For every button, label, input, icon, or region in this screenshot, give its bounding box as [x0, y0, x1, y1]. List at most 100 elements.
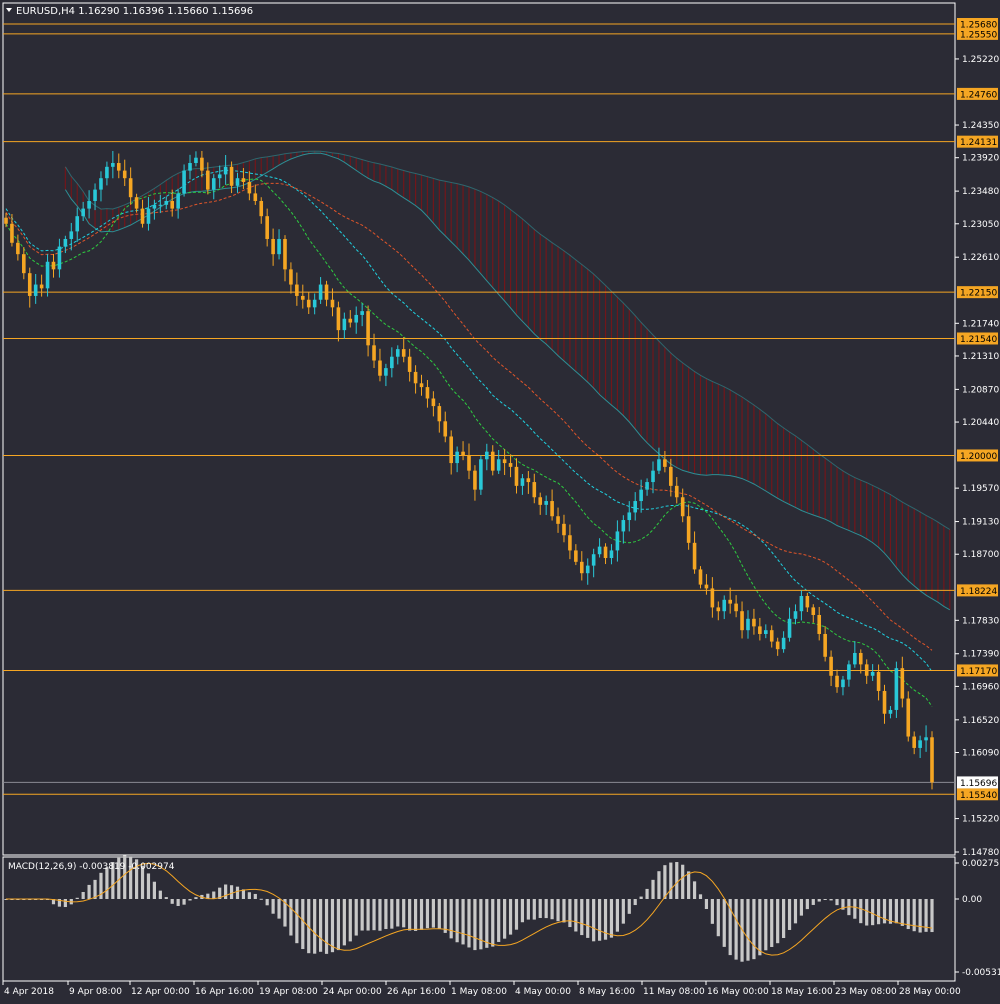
- main-plot-frame: [2, 2, 956, 856]
- macd-bar: [413, 899, 418, 931]
- macd-bar: [918, 899, 922, 933]
- macd-bar: [799, 899, 804, 916]
- macd-bar: [621, 899, 625, 924]
- candle-body: [485, 451, 489, 460]
- macd-bar: [431, 899, 435, 928]
- candle-body: [354, 314, 359, 323]
- candle-body: [526, 478, 531, 483]
- macd-bar: [787, 899, 792, 930]
- macd-bar: [182, 899, 186, 905]
- candle-body: [16, 242, 20, 255]
- macd-bar: [503, 899, 507, 939]
- price-tick-label: 1.23920: [962, 154, 999, 164]
- candle-body: [568, 535, 572, 551]
- candle-body: [134, 197, 139, 209]
- macd-bar: [633, 899, 637, 906]
- macd-tick-label: 0.002751: [962, 859, 1000, 869]
- macd-bar: [586, 899, 590, 938]
- candle-body: [781, 637, 786, 650]
- candle-body: [704, 584, 709, 589]
- candle-body: [265, 216, 269, 239]
- macd-bar: [562, 899, 566, 923]
- candle-body: [657, 459, 661, 471]
- price-tick-label: 1.22610: [962, 253, 999, 263]
- macd-bar: [793, 899, 798, 924]
- candle-body: [639, 489, 643, 502]
- candle-body: [105, 166, 109, 179]
- candle-body: [621, 520, 626, 532]
- candle-body: [645, 482, 649, 490]
- macd-bar: [924, 899, 928, 932]
- time-tick-label: 4 May 00:00: [515, 987, 571, 997]
- candle-body: [306, 299, 311, 308]
- candle-body: [461, 451, 465, 456]
- time-tick-label: 9 Apr 08:00: [69, 987, 122, 997]
- macd-bar: [888, 899, 893, 924]
- price-tick-label: 1.25220: [962, 55, 999, 65]
- price-tick-label: 1.19570: [962, 484, 999, 494]
- time-tick-label: 1 May 08:00: [451, 987, 507, 997]
- senkou-span-a: [64, 152, 951, 611]
- price-tick-label: 1.20440: [962, 418, 999, 428]
- candle-body: [556, 516, 560, 524]
- candle-body: [116, 163, 121, 171]
- candle-body: [413, 371, 418, 384]
- macd-bar: [900, 899, 904, 926]
- candle-body: [763, 630, 768, 634]
- macd-bar: [538, 899, 542, 918]
- macd-bar: [289, 899, 293, 936]
- level-label: 1.18224: [960, 587, 997, 597]
- candle-body: [211, 178, 216, 190]
- candle-body: [663, 459, 667, 467]
- candle-body: [538, 497, 543, 505]
- candle-body: [651, 470, 655, 483]
- candle-body: [63, 238, 68, 247]
- candle-body: [122, 170, 127, 179]
- macd-bar: [776, 899, 780, 944]
- candle-body: [817, 614, 822, 634]
- candle-body: [841, 679, 845, 688]
- candle-body: [924, 737, 928, 741]
- macd-bar: [508, 899, 513, 935]
- macd-bar: [140, 865, 145, 899]
- macd-bar: [176, 899, 180, 906]
- macd-bar: [81, 891, 85, 899]
- macd-bar: [912, 899, 916, 932]
- candle-body: [603, 546, 608, 559]
- ichimoku-lines: [5, 150, 951, 707]
- candle-body: [900, 668, 905, 699]
- macd-bar: [117, 857, 121, 899]
- macd-bar: [520, 899, 525, 923]
- candle-body: [342, 318, 347, 331]
- candle-body: [318, 284, 323, 300]
- level-label: 1.20000: [960, 452, 997, 462]
- candle-body: [164, 200, 169, 205]
- macd-bar: [384, 899, 388, 930]
- macd-bar: [63, 899, 67, 908]
- candle-body: [740, 611, 744, 631]
- candle-body: [152, 204, 157, 209]
- macd-bar: [146, 873, 151, 899]
- macd-bar: [491, 899, 495, 947]
- macd-bar: [247, 892, 251, 899]
- candle-body: [289, 269, 293, 285]
- candle-body: [253, 193, 258, 201]
- macd-bar: [651, 879, 655, 899]
- macd-bar: [366, 899, 370, 931]
- macd-title: MACD(12,26,9) -0.003819 -0.002974: [8, 862, 175, 872]
- candle-body: [324, 284, 329, 300]
- candle-body: [384, 368, 388, 376]
- candle-body: [918, 740, 922, 748]
- macd-bar: [871, 899, 875, 926]
- macd-bar: [805, 899, 809, 910]
- time-axis: 4 Apr 2018 9 Apr 08:00 12 Apr 00:00 16 Apr …: [2, 981, 961, 997]
- macd-bar: [105, 867, 109, 899]
- collapse-triangle-icon[interactable]: [6, 8, 12, 12]
- senkou-span-b: [64, 150, 951, 530]
- candle-body: [674, 485, 679, 498]
- macd-bar: [544, 899, 548, 919]
- candle-body: [51, 261, 56, 270]
